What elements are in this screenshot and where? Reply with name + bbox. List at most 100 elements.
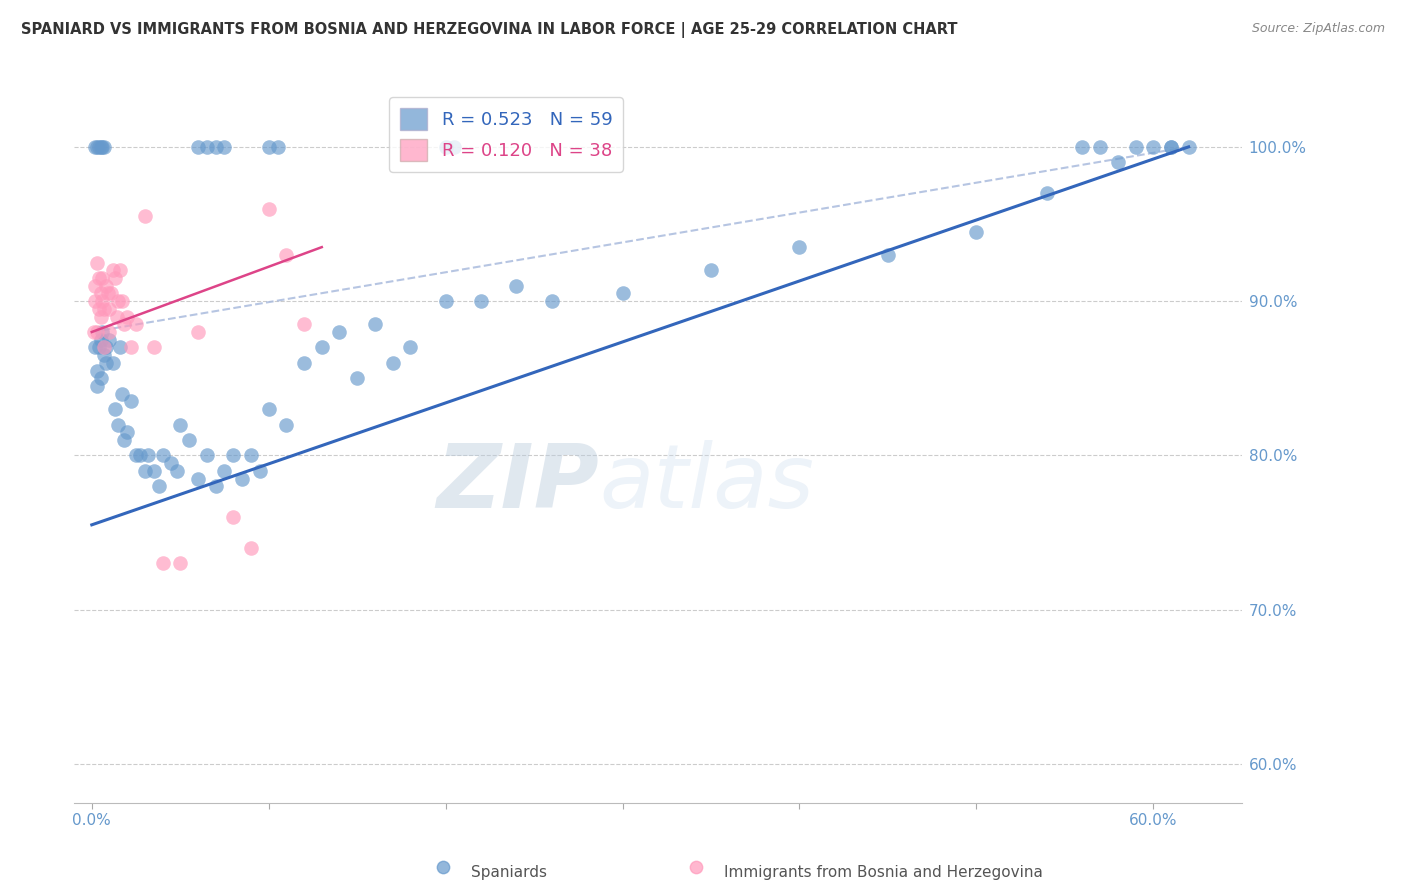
Point [257, 202, 280, 216]
Point [93, 348, 115, 362]
Point [84, 294, 107, 309]
Point [1088, 140, 1111, 154]
Point [125, 318, 148, 332]
Point [266, 140, 288, 154]
Point [364, 318, 387, 332]
Point [87, 301, 110, 316]
Point [1142, 140, 1164, 154]
Point [86, 255, 108, 269]
Point [789, 240, 811, 254]
Point [249, 464, 271, 478]
Point [166, 464, 188, 478]
Text: Immigrants from Bosnia and Herzegovina: Immigrants from Bosnia and Herzegovina [724, 865, 1043, 880]
Point [1125, 140, 1147, 154]
Point [1160, 140, 1182, 154]
Point [104, 271, 127, 285]
Point [292, 318, 315, 332]
Point [87, 271, 110, 285]
Point [204, 140, 226, 154]
Point [90, 371, 112, 385]
Point [125, 449, 148, 463]
Point [91, 140, 114, 154]
Point [94, 278, 117, 293]
Point [214, 140, 236, 154]
Text: SPANIARD VS IMMIGRANTS FROM BOSNIA AND HERZEGOVINA IN LABOR FORCE | AGE 25-29 CO: SPANIARD VS IMMIGRANTS FROM BOSNIA AND H… [21, 22, 957, 38]
Point [84, 140, 107, 154]
Point [142, 464, 165, 478]
Point [187, 471, 209, 485]
Point [86, 325, 108, 339]
Point [434, 294, 457, 309]
Point [1071, 140, 1094, 154]
Point [276, 417, 298, 432]
Point [222, 510, 245, 524]
Point [91, 325, 114, 339]
Point [111, 294, 134, 309]
Point [93, 301, 115, 316]
Text: Source: ZipAtlas.com: Source: ZipAtlas.com [1251, 22, 1385, 36]
Point [876, 248, 898, 262]
Point [292, 356, 315, 370]
Point [443, 140, 465, 154]
Text: Spaniards: Spaniards [471, 865, 547, 880]
Point [98, 325, 121, 339]
Point [231, 471, 253, 485]
Point [505, 278, 527, 293]
Text: atlas: atlas [599, 441, 814, 526]
Point [169, 557, 191, 571]
Point [346, 371, 368, 385]
Point [222, 449, 245, 463]
Point [94, 340, 117, 354]
Point [115, 425, 138, 440]
Point [432, 860, 454, 874]
Point [1036, 186, 1059, 201]
Point [112, 318, 135, 332]
Point [381, 356, 404, 370]
Point [84, 278, 107, 293]
Point [128, 449, 150, 463]
Point [328, 325, 350, 339]
Point [112, 433, 135, 447]
Point [177, 433, 200, 447]
Point [84, 340, 107, 354]
Point [148, 479, 170, 493]
Point [108, 340, 131, 354]
Point [86, 363, 108, 377]
Point [169, 417, 191, 432]
Point [87, 340, 110, 354]
Point [1160, 140, 1182, 154]
Point [120, 340, 142, 354]
Point [98, 301, 121, 316]
Point [434, 140, 457, 154]
Point [399, 340, 422, 354]
Point [91, 294, 114, 309]
Point [1177, 140, 1199, 154]
Point [257, 402, 280, 417]
Point [138, 449, 160, 463]
Point [90, 140, 112, 154]
Point [120, 394, 142, 409]
Point [214, 464, 236, 478]
Point [152, 557, 174, 571]
Point [257, 140, 280, 154]
Point [685, 860, 707, 874]
Point [612, 286, 634, 301]
Point [115, 310, 138, 324]
Point [240, 449, 263, 463]
Point [86, 379, 108, 393]
Point [470, 294, 492, 309]
Point [108, 263, 131, 277]
Point [311, 340, 333, 354]
Point [160, 456, 183, 470]
Point [101, 356, 124, 370]
Point [100, 286, 122, 301]
Point [187, 140, 209, 154]
Point [195, 449, 218, 463]
Point [90, 333, 112, 347]
Point [101, 263, 124, 277]
Point [134, 209, 156, 223]
Point [700, 263, 723, 277]
Point [276, 248, 298, 262]
Point [93, 140, 115, 154]
Legend: R = 0.523   N = 59, R = 0.120   N = 38: R = 0.523 N = 59, R = 0.120 N = 38 [389, 97, 623, 172]
